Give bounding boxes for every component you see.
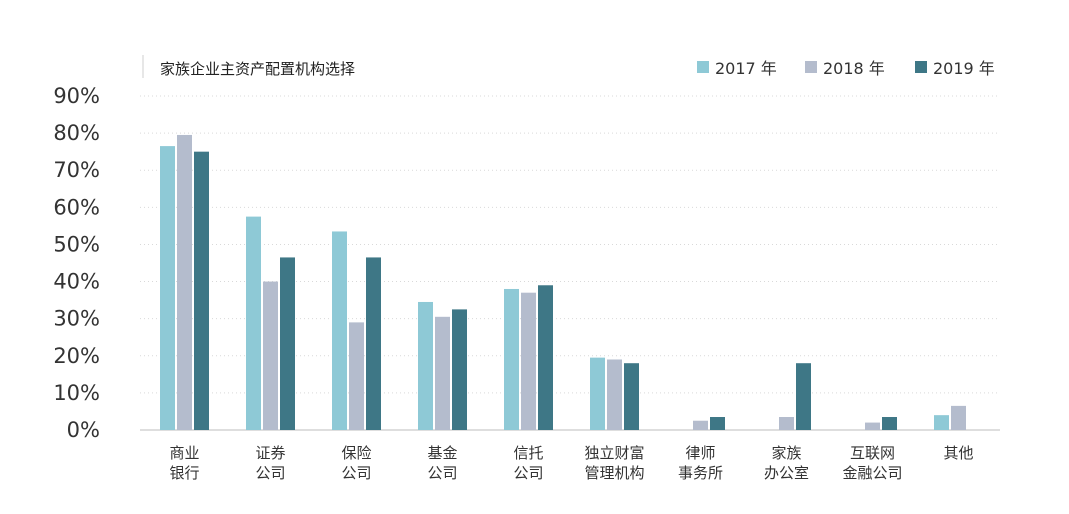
x-tick-label: 其他: [943, 444, 973, 462]
y-tick-label: 0%: [67, 418, 100, 442]
x-tick-label: 事务所: [678, 464, 723, 482]
y-axis: 0% 10% 20% 30% 40% 50% 60% 70% 80% 90%: [53, 84, 100, 442]
bar-8-1: [865, 422, 880, 430]
bar-2-1: [349, 322, 364, 430]
bar-3-1: [435, 316, 450, 430]
y-tick-label: 40%: [53, 270, 100, 294]
x-tick-label: 办公室: [764, 464, 809, 482]
bar-6-1: [693, 420, 708, 430]
bar-1-1: [263, 281, 278, 430]
y-tick-label: 30%: [53, 307, 100, 331]
bar-2-0: [332, 231, 347, 430]
y-tick-label: 70%: [53, 158, 100, 182]
x-tick-label: 公司: [513, 464, 543, 482]
bar-9-1: [951, 405, 966, 430]
x-tick-label: 独立财富: [584, 444, 644, 462]
x-tick-label: 银行: [169, 464, 199, 482]
bar-5-1: [607, 359, 622, 430]
y-tick-label: 90%: [53, 84, 100, 108]
bar-4-2: [538, 285, 553, 430]
chart-title: 家族企业主资产配置机构选择: [160, 60, 355, 78]
bar-4-0: [504, 288, 519, 430]
bar-7-2: [796, 363, 811, 430]
bar-5-0: [590, 357, 605, 430]
bar-1-2: [280, 257, 295, 430]
legend: 2017 年 2018 年 2019 年: [697, 59, 995, 78]
x-tick-label: 公司: [255, 464, 285, 482]
y-tick-label: 10%: [53, 381, 100, 405]
x-tick-label: 公司: [341, 464, 371, 482]
bar-4-1: [521, 292, 536, 430]
bar-2-2: [366, 257, 381, 430]
x-tick-label: 证券: [255, 444, 285, 462]
x-tick-label: 基金: [427, 444, 457, 462]
x-tick-label: 保险: [341, 444, 371, 462]
bar-3-0: [418, 301, 433, 430]
legend-swatch-0: [697, 61, 709, 73]
y-tick-label: 20%: [53, 344, 100, 368]
x-tick-label: 律师: [685, 444, 715, 462]
bar-0-1: [177, 134, 192, 430]
x-tick-label: 管理机构: [584, 464, 644, 482]
x-tick-label: 商业: [169, 444, 199, 462]
bar-6-2: [710, 417, 725, 430]
bar-8-2: [882, 417, 897, 430]
legend-label-2: 2019 年: [933, 59, 995, 78]
x-tick-label: 公司: [427, 464, 457, 482]
y-tick-label: 60%: [53, 195, 100, 219]
x-tick-label: 信托: [513, 444, 543, 462]
x-tick-label: 金融公司: [842, 464, 902, 482]
bar-7-1: [779, 417, 794, 430]
legend-swatch-1: [805, 61, 817, 73]
bar-1-0: [246, 216, 261, 430]
bar-5-2: [624, 363, 639, 430]
bar-0-2: [194, 151, 209, 430]
legend-label-1: 2018 年: [823, 59, 885, 78]
y-tick-label: 80%: [53, 121, 100, 145]
y-tick-label: 50%: [53, 232, 100, 256]
bar-0-0: [160, 146, 175, 430]
x-tick-label: 互联网: [850, 444, 895, 462]
legend-label-0: 2017 年: [715, 59, 777, 78]
legend-swatch-2: [915, 61, 927, 73]
bar-9-0: [934, 415, 949, 430]
bars: [160, 134, 966, 430]
bar-3-2: [452, 309, 467, 430]
x-tick-label: 家族: [771, 444, 801, 462]
